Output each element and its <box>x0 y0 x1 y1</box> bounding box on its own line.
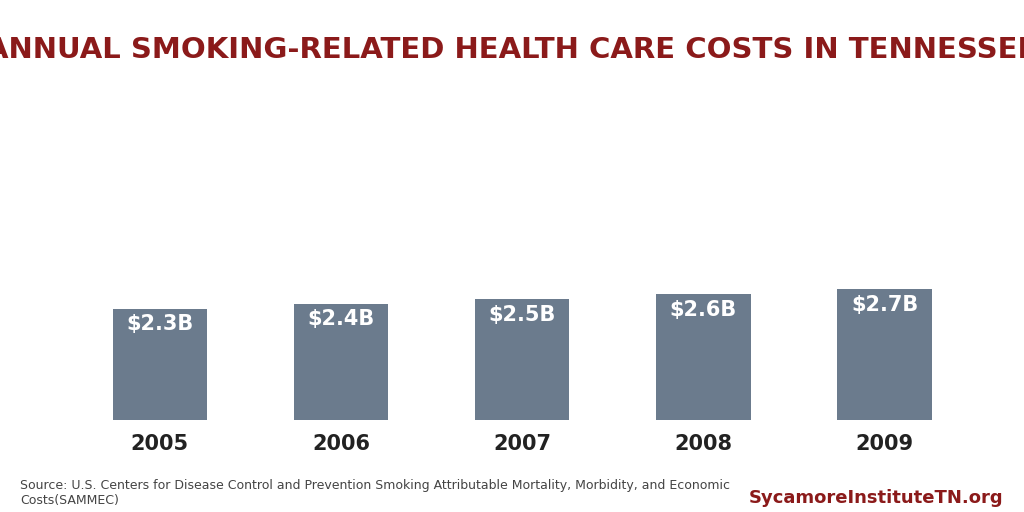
Text: SycamoreInstituteTN.org: SycamoreInstituteTN.org <box>749 489 1004 507</box>
Bar <box>656 294 751 420</box>
Text: $2.5B: $2.5B <box>488 305 556 325</box>
Text: Source: U.S. Centers for Disease Control and Prevention Smoking Attributable Mor: Source: U.S. Centers for Disease Control… <box>20 479 730 507</box>
Bar <box>475 299 569 420</box>
Text: ANNUAL SMOKING-RELATED HEALTH CARE COSTS IN TENNESSEE: ANNUAL SMOKING-RELATED HEALTH CARE COSTS… <box>0 36 1024 64</box>
Text: $2.4B: $2.4B <box>307 309 375 329</box>
Bar <box>294 304 388 420</box>
Text: $2.7B: $2.7B <box>851 295 919 315</box>
Bar <box>838 289 932 420</box>
Text: $2.6B: $2.6B <box>670 300 737 320</box>
Text: $2.3B: $2.3B <box>126 314 194 334</box>
Bar <box>113 309 207 420</box>
